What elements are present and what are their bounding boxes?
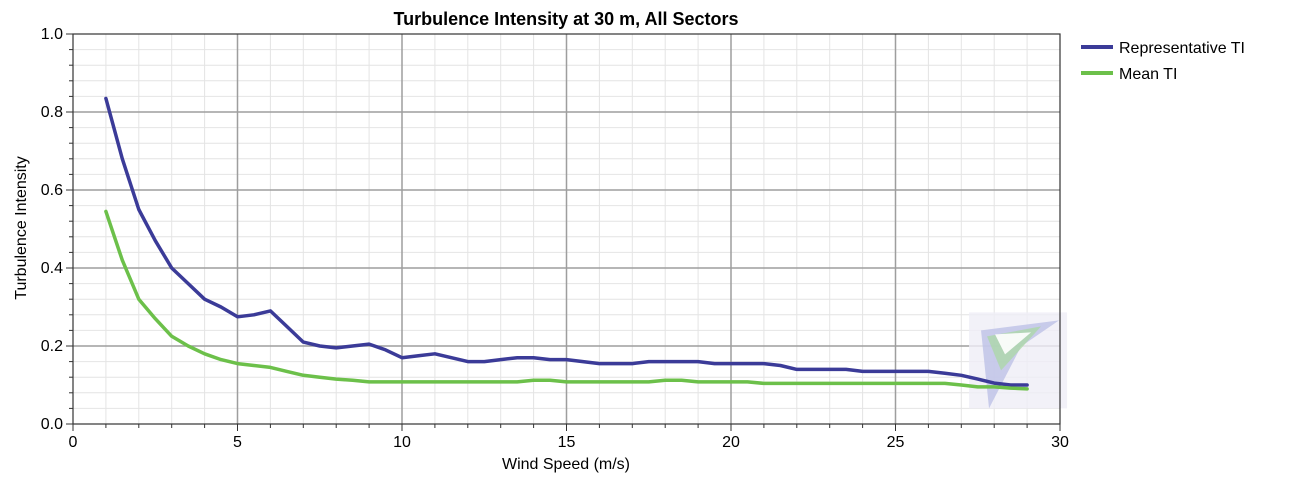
x-tick-label: 10 (393, 434, 411, 451)
x-axis-title: Wind Speed (m/s) (502, 456, 630, 473)
chart-title: Turbulence Intensity at 30 m, All Sector… (393, 9, 738, 29)
series-line-representative-ti (104, 96, 1029, 387)
series-line-mean-ti (104, 209, 1029, 391)
y-tick-label: 0.4 (41, 260, 63, 277)
legend: Representative TI Mean TI (1081, 40, 1245, 83)
watermark-logo (969, 312, 1068, 409)
y-tick-label: 0.0 (41, 416, 63, 433)
watermark-shape (995, 332, 1032, 355)
x-tick-label: 20 (722, 434, 740, 451)
grid (73, 34, 1060, 424)
x-tick-label: 15 (558, 434, 576, 451)
y-tick-label: 0.6 (41, 182, 63, 199)
y-tick-label: 0.2 (41, 338, 63, 355)
x-tick-label: 0 (69, 434, 78, 451)
series-layer (104, 96, 1029, 391)
y-axis-title: Turbulence Intensity (13, 156, 30, 299)
y-tick-label: 0.8 (41, 104, 63, 121)
x-tick-label: 30 (1051, 434, 1069, 451)
legend-label: Representative TI (1119, 40, 1245, 57)
x-tick-label: 5 (233, 434, 242, 451)
x-tick-label: 25 (887, 434, 905, 451)
axes: 0 5 10 15 20 25 30 0.0 0.2 0.4 0.6 0.8 1.0 (41, 26, 1069, 451)
y-tick-label: 1.0 (41, 26, 63, 43)
legend-label: Mean TI (1119, 66, 1177, 83)
